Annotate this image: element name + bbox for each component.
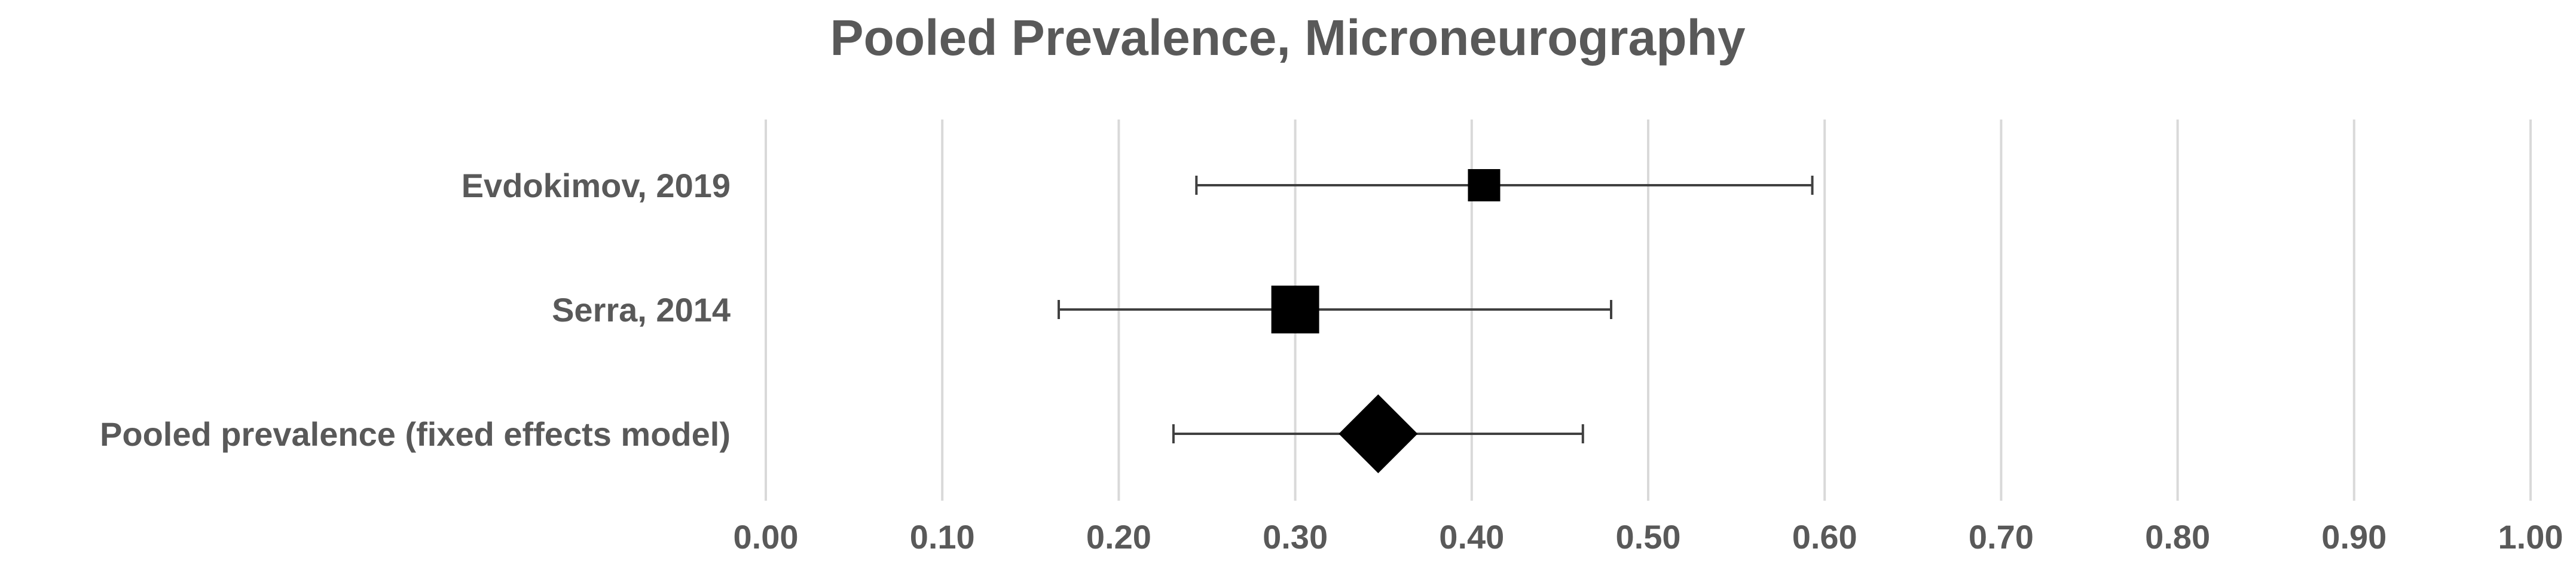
x-tick-label: 0.10 (910, 518, 975, 556)
x-tick-label: 0.70 (1969, 518, 2034, 556)
pooled-estimate-diamond (1339, 394, 1418, 473)
x-axis-ticks: 0.00 0.10 0.20 0.30 0.40 0.50 0.60 0.70 0.80 0.90… (734, 518, 2563, 556)
x-tick-label: 0.90 (2321, 518, 2386, 556)
forest-row: Pooled prevalence (fixed effects model) (100, 394, 1584, 473)
forest-row: Evdokimov, 2019 (462, 167, 1814, 204)
x-tick-label: 0.20 (1086, 518, 1151, 556)
point-estimate-marker (1271, 286, 1319, 333)
x-tick-label: 0.30 (1263, 518, 1328, 556)
forest-row: Serra, 2014 (552, 286, 1613, 333)
x-tick-label: 0.40 (1439, 518, 1504, 556)
data-rows: Evdokimov, 2019 Serra, 2014 Pooled prevale… (100, 167, 1814, 473)
row-label: Pooled prevalence (fixed effects model) (100, 415, 731, 453)
x-tick-label: 0.00 (734, 518, 799, 556)
x-tick-label: 0.60 (1792, 518, 1857, 556)
point-estimate-marker (1468, 169, 1501, 201)
x-tick-label: 0.50 (1616, 518, 1681, 556)
grid-lines (765, 120, 2532, 501)
row-label: Evdokimov, 2019 (462, 167, 731, 204)
x-tick-label: 0.80 (2145, 518, 2210, 556)
chart-title: Pooled Prevalence, Microneurography (830, 10, 1745, 66)
x-tick-label: 1.00 (2498, 518, 2563, 556)
row-label: Serra, 2014 (552, 291, 731, 329)
